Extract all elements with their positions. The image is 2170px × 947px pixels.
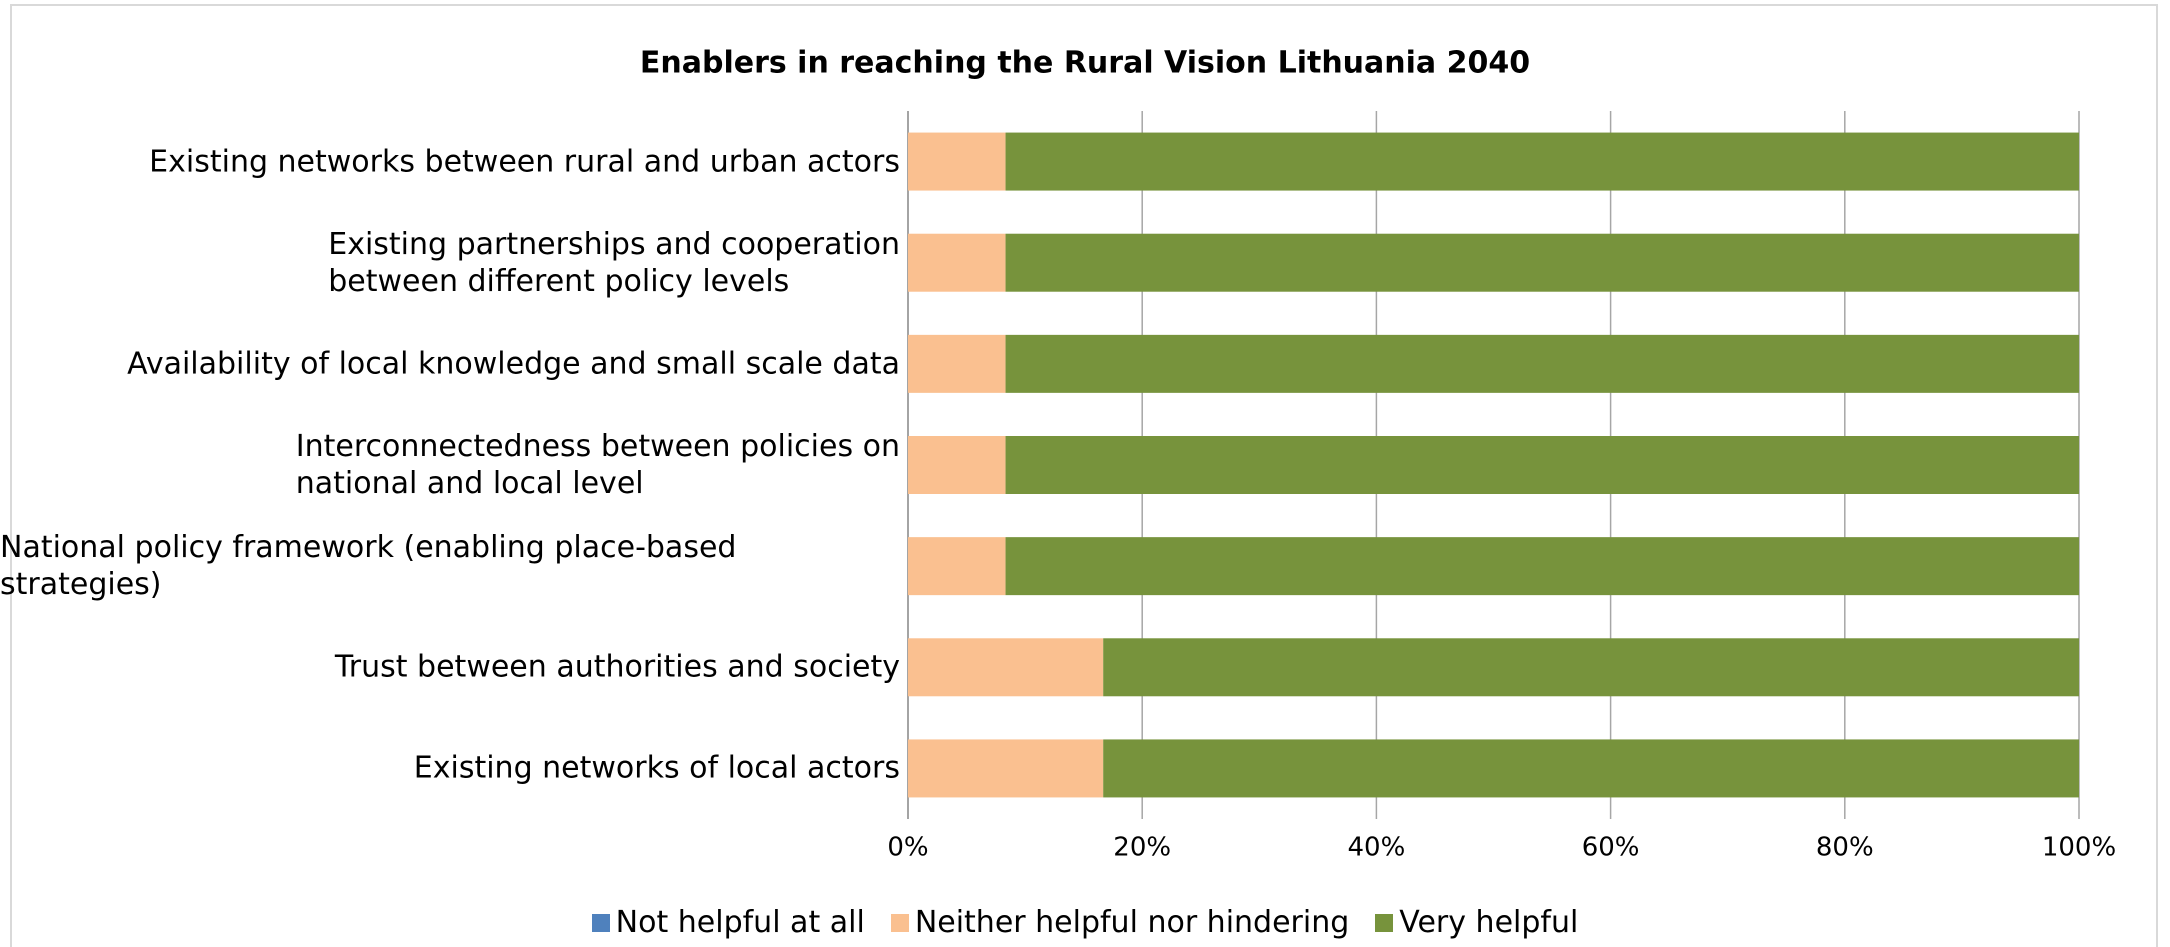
x-tick-label: 80% bbox=[1816, 833, 1874, 863]
legend-swatch bbox=[591, 913, 610, 932]
bar-segment bbox=[1005, 537, 2079, 596]
bar-segment bbox=[908, 334, 1006, 393]
x-tick-label: 100% bbox=[2042, 833, 2116, 863]
legend-item: Not helpful at all bbox=[591, 905, 865, 940]
y-tick-label: Existing partnerships and cooperation be… bbox=[328, 226, 900, 299]
bar-segment bbox=[908, 132, 1006, 191]
y-tick-label: Existing networks of local actors bbox=[413, 750, 900, 786]
legend: Not helpful at all Neither helpful nor hi… bbox=[0, 905, 2170, 940]
y-tick-label: National policy framework (enabling plac… bbox=[0, 530, 737, 603]
bar-segment bbox=[908, 739, 1104, 798]
bar-segment bbox=[908, 537, 1006, 596]
legend-label: Not helpful at all bbox=[615, 905, 865, 940]
y-tick-label: Trust between authorities and society bbox=[334, 649, 900, 685]
legend-swatch bbox=[1375, 913, 1394, 932]
y-tick-label: Interconnectedness between policies on n… bbox=[295, 429, 900, 501]
x-tick-label: 60% bbox=[1582, 833, 1640, 863]
legend-label: Very helpful bbox=[1399, 905, 1579, 940]
x-tick-label: 40% bbox=[1348, 833, 1406, 863]
chart-title: Enablers in reaching the Rural Vision Li… bbox=[640, 46, 1530, 81]
bar-segment bbox=[1103, 638, 2079, 697]
bar-segment bbox=[1005, 334, 2079, 393]
chart-frame bbox=[10, 4, 2158, 947]
x-tick-label: 0% bbox=[887, 833, 928, 863]
bar-segment bbox=[908, 436, 1006, 494]
x-tick-label: 20% bbox=[1113, 833, 1171, 863]
y-tick-label: Availability of local knowledge and smal… bbox=[127, 346, 900, 382]
legend-item: Neither helpful nor hindering bbox=[890, 905, 1350, 940]
bar-segment bbox=[1005, 436, 2079, 494]
legend-item: Very helpful bbox=[1375, 905, 1578, 940]
bar-segment bbox=[1005, 132, 2079, 191]
legend-swatch bbox=[890, 913, 909, 932]
bar-segment bbox=[908, 638, 1104, 697]
bar-segment bbox=[1005, 233, 2079, 292]
legend-label: Neither helpful nor hindering bbox=[914, 905, 1350, 940]
bar-segment bbox=[1103, 739, 2079, 798]
bar-segment bbox=[908, 233, 1006, 292]
y-tick-label: Existing networks between rural and urba… bbox=[149, 144, 900, 180]
